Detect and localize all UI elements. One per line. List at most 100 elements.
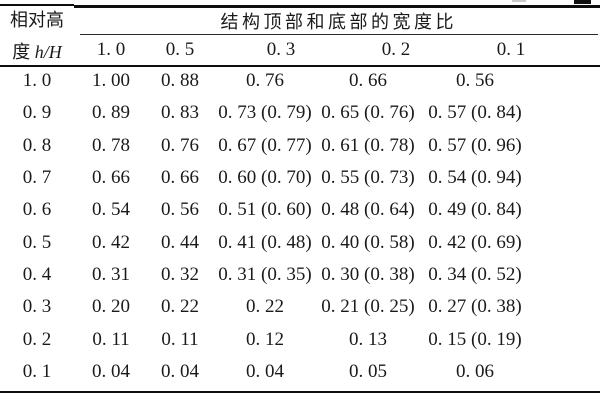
table-cell: 0. 11 [161,328,199,350]
cropped-glyph-fragment-faint [512,0,526,2]
table-row: 0. 2 0. 11 0. 11 0. 12 0. 13 0. 15 (0. 1… [0,323,600,355]
table-cell: 0. 57 (0. 84) [428,102,522,124]
row-label: 0. 2 [22,328,52,350]
table-cell: 0. 41 (0. 48) [218,231,312,253]
ratio-column-header: 1. 0 [96,39,126,60]
table-row: 0. 3 0. 20 0. 22 0. 22 0. 21 (0. 25) 0. … [0,291,600,323]
corner-header-cell: 相对高 度 h/H [0,7,74,65]
spacer-cell [532,194,600,226]
table-cell: 0. 54 [92,199,130,221]
table-cell: 0. 11 [92,328,130,350]
table-cell: 0. 56 [161,199,199,221]
ratio-column-header: 0. 2 [381,39,411,60]
table-cell: 0. 66 [161,167,199,189]
table-cell: 0. 04 [161,360,199,382]
table-cell: 0. 61 (0. 78) [321,134,415,156]
spacer-cell [532,97,600,129]
table-row: 0. 9 0. 89 0. 83 0. 73 (0. 79) 0. 65 (0.… [0,97,600,129]
table-cell: 0. 88 [161,70,199,92]
table-cell: 0. 15 (0. 19) [428,328,522,350]
row-label: 0. 5 [22,231,52,253]
table-row: 0. 1 0. 04 0. 04 0. 04 0. 05 0. 06 [0,356,600,388]
table-cell: 0. 22 [161,296,199,318]
row-label: 0. 7 [22,167,52,189]
row-label: 0. 9 [22,102,52,124]
table-cell: 0. 73 (0. 79) [218,102,312,124]
table-row: 0. 7 0. 66 0. 66 0. 60 (0. 70) 0. 55 (0.… [0,162,600,194]
table-cell: 0. 83 [161,102,199,124]
row-label: 0. 1 [22,360,52,382]
spanner-header-cell: 结构顶部和底部的宽度比 [74,7,600,35]
spacer-cell [532,259,600,291]
row-label: 1. 0 [22,70,52,92]
header-row-ratios: 1. 0 0. 5 0. 3 0. 2 0. 1 [0,35,600,65]
table-cell: 0. 40 (0. 58) [321,231,415,253]
table-cell: 0. 04 [92,360,130,382]
table-cell: 0. 13 [349,328,387,350]
table-cell: 1. 00 [92,70,130,92]
spanner-header-label: 结构顶部和底部的宽度比 [220,12,457,32]
table-cell: 0. 78 [92,134,130,156]
table-cell: 0. 60 (0. 70) [218,167,312,189]
table-cell: 0. 42 [92,231,130,253]
table-cell: 0. 05 [349,360,387,382]
table-cell: 0. 57 (0. 96) [428,134,522,156]
ratio-column-header: 0. 3 [266,39,296,60]
row-label: 0. 8 [22,134,52,156]
table-cell: 0. 76 [161,134,199,156]
table-row: 0. 6 0. 54 0. 56 0. 51 (0. 60) 0. 48 (0.… [0,194,600,226]
corner-header-line2: 度 h/H [12,42,62,62]
spanner-underline-rule [80,33,598,36]
spacer-cell [532,323,600,355]
row-label: 0. 6 [22,199,52,221]
table-cell: 0. 22 [246,296,284,318]
spacer-cell [532,226,600,258]
table-row: 0. 8 0. 78 0. 76 0. 67 (0. 77) 0. 61 (0.… [0,130,600,162]
table-cell: 0. 51 (0. 60) [218,199,312,221]
table-cell: 0. 32 [161,263,199,285]
table-cell: 0. 06 [456,360,494,382]
header-bottom-rule [0,64,600,68]
top-rule-right-segment [74,5,600,9]
table-cell: 0. 42 (0. 69) [428,231,522,253]
ratio-column-header: 0. 5 [165,39,195,60]
width-ratio-table: 相对高 度 h/H 结构顶部和底部的宽度比 1. 0 0. 5 0. 3 0. … [0,7,600,388]
table-cell: 0. 56 [456,70,494,92]
table-cell: 0. 55 (0. 73) [321,167,415,189]
table-row: 0. 4 0. 31 0. 32 0. 31 (0. 35) 0. 30 (0.… [0,259,600,291]
table-cell: 0. 66 [92,167,130,189]
table-cell: 0. 76 [246,70,284,92]
spacer-cell [532,35,600,65]
header-row-spanner: 相对高 度 h/H 结构顶部和底部的宽度比 [0,7,600,62]
table-cell: 0. 31 [92,263,130,285]
spacer-cell [532,356,600,388]
spacer-cell [532,162,600,194]
hH-ratio-symbol: h/H [34,42,62,62]
table-cell: 0. 66 [349,70,387,92]
row-label: 0. 3 [22,296,52,318]
cropped-glyph-fragment [574,0,591,4]
row-label: 0. 4 [22,263,52,285]
table-cell: 0. 67 (0. 77) [218,134,312,156]
corner-header-line1: 相对高 [10,10,64,30]
table-cell: 0. 31 (0. 35) [218,263,312,285]
table-cell: 0. 20 [92,296,130,318]
table-cell: 0. 65 (0. 76) [321,102,415,124]
table-cell: 0. 04 [246,360,284,382]
table-cell: 0. 54 (0. 94) [428,167,522,189]
table-cell: 0. 27 (0. 38) [428,296,522,318]
table-cell: 0. 44 [161,231,199,253]
table-cell: 0. 30 (0. 38) [321,263,415,285]
spacer-cell [532,291,600,323]
table-cell: 0. 49 (0. 84) [428,199,522,221]
spacer-cell [532,65,600,97]
table-cell: 0. 34 (0. 52) [428,263,522,285]
table-bottom-rule [0,390,600,394]
table-row: 1. 0 1. 00 0. 88 0. 76 0. 66 0. 56 [0,65,600,97]
table-cell: 0. 89 [92,102,130,124]
table-cell: 0. 12 [246,328,284,350]
spacer-cell [532,130,600,162]
ratio-column-header: 0. 1 [496,39,526,60]
table-cell: 0. 21 (0. 25) [321,296,415,318]
